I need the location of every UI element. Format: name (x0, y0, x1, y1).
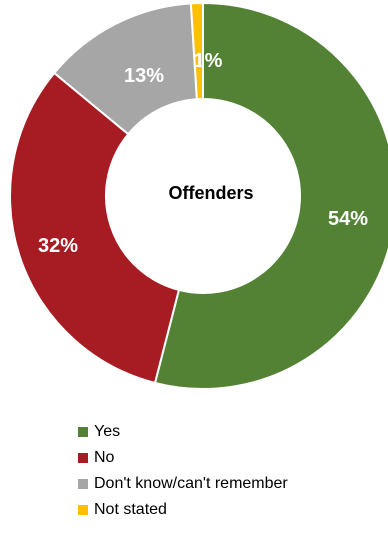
slice-value-labels: 54% 32% 13% 1% (38, 50, 368, 257)
legend-item-no: No (78, 445, 288, 471)
donut-slice-not-stated (189, 1, 204, 101)
legend-item-yes: Yes (78, 419, 288, 445)
legend-item-not-stated: Not stated (78, 497, 288, 523)
chart-legend: Yes No Don't know/can't remember Not sta… (78, 419, 288, 523)
legend-label-not-stated: Not stated (94, 501, 167, 518)
chart-center-label: Offenders (168, 183, 253, 203)
slice-value-label-yes: 54% (328, 208, 368, 230)
slice-value-label-no: 32% (38, 235, 78, 257)
slice-value-label-dont-know: 13% (124, 65, 164, 87)
donut-chart: 54% 32% 13% 1% Offenders (9, 1, 388, 390)
legend-label-no: No (94, 449, 115, 466)
legend-swatch-dont-know (78, 479, 88, 489)
donut-slice-yes (153, 1, 388, 390)
donut-slice-no (9, 71, 181, 385)
legend-swatch-not-stated (78, 505, 88, 515)
legend-swatch-no (78, 453, 88, 463)
legend-swatch-yes (78, 427, 88, 437)
legend-item-dont-know: Don't know/can't remember (78, 471, 288, 497)
slice-value-label-not-stated: 1% (194, 50, 223, 72)
legend-label-yes: Yes (94, 423, 121, 440)
donut-slices (9, 1, 388, 390)
legend-label-dont-know: Don't know/can't remember (94, 475, 288, 492)
